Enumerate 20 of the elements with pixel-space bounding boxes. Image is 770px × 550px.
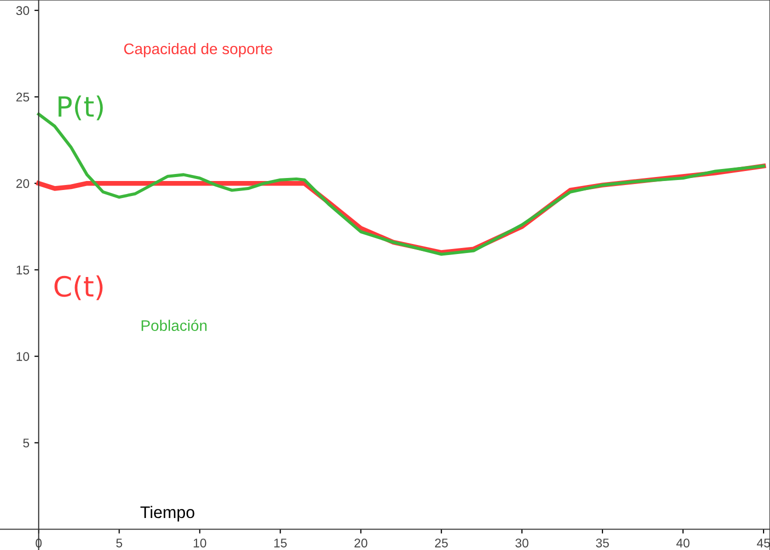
y-tick-label: 5 — [23, 438, 30, 448]
x-tick-label: 20 — [354, 538, 368, 548]
y-tick-label: 25 — [16, 92, 30, 102]
series-label: P(t) — [58, 96, 103, 120]
x-tick-label: 10 — [194, 538, 206, 548]
x-tick-label: 40 — [676, 538, 690, 548]
text: C(t) — [54, 275, 103, 300]
x-tick-label: 5 — [116, 538, 122, 548]
x-tick-label: 35 — [596, 538, 609, 548]
y-tick-label: 10 — [16, 352, 30, 361]
x-tick-label: 45 — [756, 538, 770, 548]
y-tick-label: 15 — [16, 266, 30, 274]
x-tick-label: 30 — [515, 538, 528, 548]
x-tick-label: 15 — [274, 538, 287, 548]
y-tick-label: 20 — [16, 179, 30, 188]
y-tick-label: 30 — [16, 6, 30, 16]
x-axis-title: Tiempo — [140, 506, 194, 522]
text: Capacidad de soporte — [124, 43, 272, 58]
text: Población — [142, 320, 207, 331]
x-tick-label: 25 — [435, 538, 448, 548]
